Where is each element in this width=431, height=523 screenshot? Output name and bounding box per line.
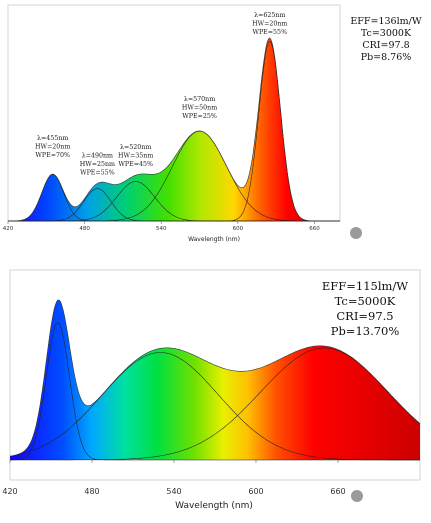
stat-line: Pb=8.76% <box>361 52 412 63</box>
peak-label-line: λ=490nm <box>82 152 113 159</box>
component-curve-3 <box>10 347 421 461</box>
peak-label-line: WPE=45% <box>118 161 153 168</box>
wechat-icon <box>350 227 362 239</box>
plot-frame <box>9 269 421 481</box>
x-tick-label: 420 <box>3 226 14 232</box>
stat-line: CRI=97.8 <box>362 40 409 51</box>
x-axis-label: Wavelength (nm) <box>188 236 240 243</box>
component-curve-1 <box>10 322 420 461</box>
stat-line: EFF=136lm/W <box>350 16 421 27</box>
spectrum-outline <box>9 299 421 457</box>
x-axis-label: Wavelength (nm) <box>175 501 253 511</box>
peak-label-line: WPE=70% <box>35 152 70 159</box>
peak-label-line: λ=455nm <box>37 135 68 142</box>
watermark-text: 材料深一度 <box>367 489 423 503</box>
watermark-text: 材料深一度 <box>366 226 422 240</box>
peak-label-line: HW=20nm <box>35 144 70 151</box>
spectrum-chart-5000k: 420 480 540 600 660 Wavelength (nm) EFF=115l… <box>2 269 421 511</box>
watermark-top: 材料深一度 <box>350 226 422 240</box>
peak-label-line: λ=625nm <box>254 12 285 19</box>
peak-label-line: HW=35nm <box>118 153 153 160</box>
peak-label-line: HW=20nm <box>252 21 287 28</box>
x-tick-labels: 420 480 540 600 660 <box>3 221 320 232</box>
x-tick-label: 660 <box>330 487 345 496</box>
component-curve-2 <box>9 352 420 461</box>
stat-line: Tc=3000K <box>361 28 412 39</box>
x-tick-label: 540 <box>156 226 167 232</box>
x-tick-label: 660 <box>309 226 320 232</box>
peak-label-line: WPE=55% <box>252 29 287 36</box>
x-tick-label: 480 <box>84 487 99 496</box>
x-tick-label: 420 <box>2 487 17 496</box>
stat-line: EFF=115lm/W <box>322 279 408 293</box>
watermark-bottom: 材料深一度 <box>351 489 423 503</box>
peak-label-line: HW=25nm <box>80 161 115 168</box>
peak-label-line: HW=50nm <box>182 104 217 111</box>
x-tick-label: 600 <box>248 487 263 496</box>
peak-label-line: λ=570nm <box>184 96 215 103</box>
spectrum-area <box>8 38 340 221</box>
stat-line: CRI=97.5 <box>336 309 393 323</box>
x-tick-label: 480 <box>79 226 90 232</box>
x-tick-labels: 420 480 540 600 660 <box>2 460 346 496</box>
peak-label-line: WPE=25% <box>182 113 217 120</box>
peak-label-line: WPE=55% <box>80 169 115 176</box>
spectrum-chart-3000k: 420 480 540 600 660 Wavelength (nm) λ=455nm H… <box>3 4 422 243</box>
x-tick-label: 540 <box>166 487 181 496</box>
stat-line: Pb=13.70% <box>331 324 400 338</box>
stat-line: Tc=5000K <box>335 294 396 308</box>
spectrum-outline <box>8 37 340 222</box>
spectrum-area <box>10 300 420 460</box>
x-tick-label: 600 <box>233 226 244 232</box>
wechat-icon <box>351 490 363 502</box>
component-curves <box>9 322 421 461</box>
peak-label-line: λ=520nm <box>120 144 151 151</box>
